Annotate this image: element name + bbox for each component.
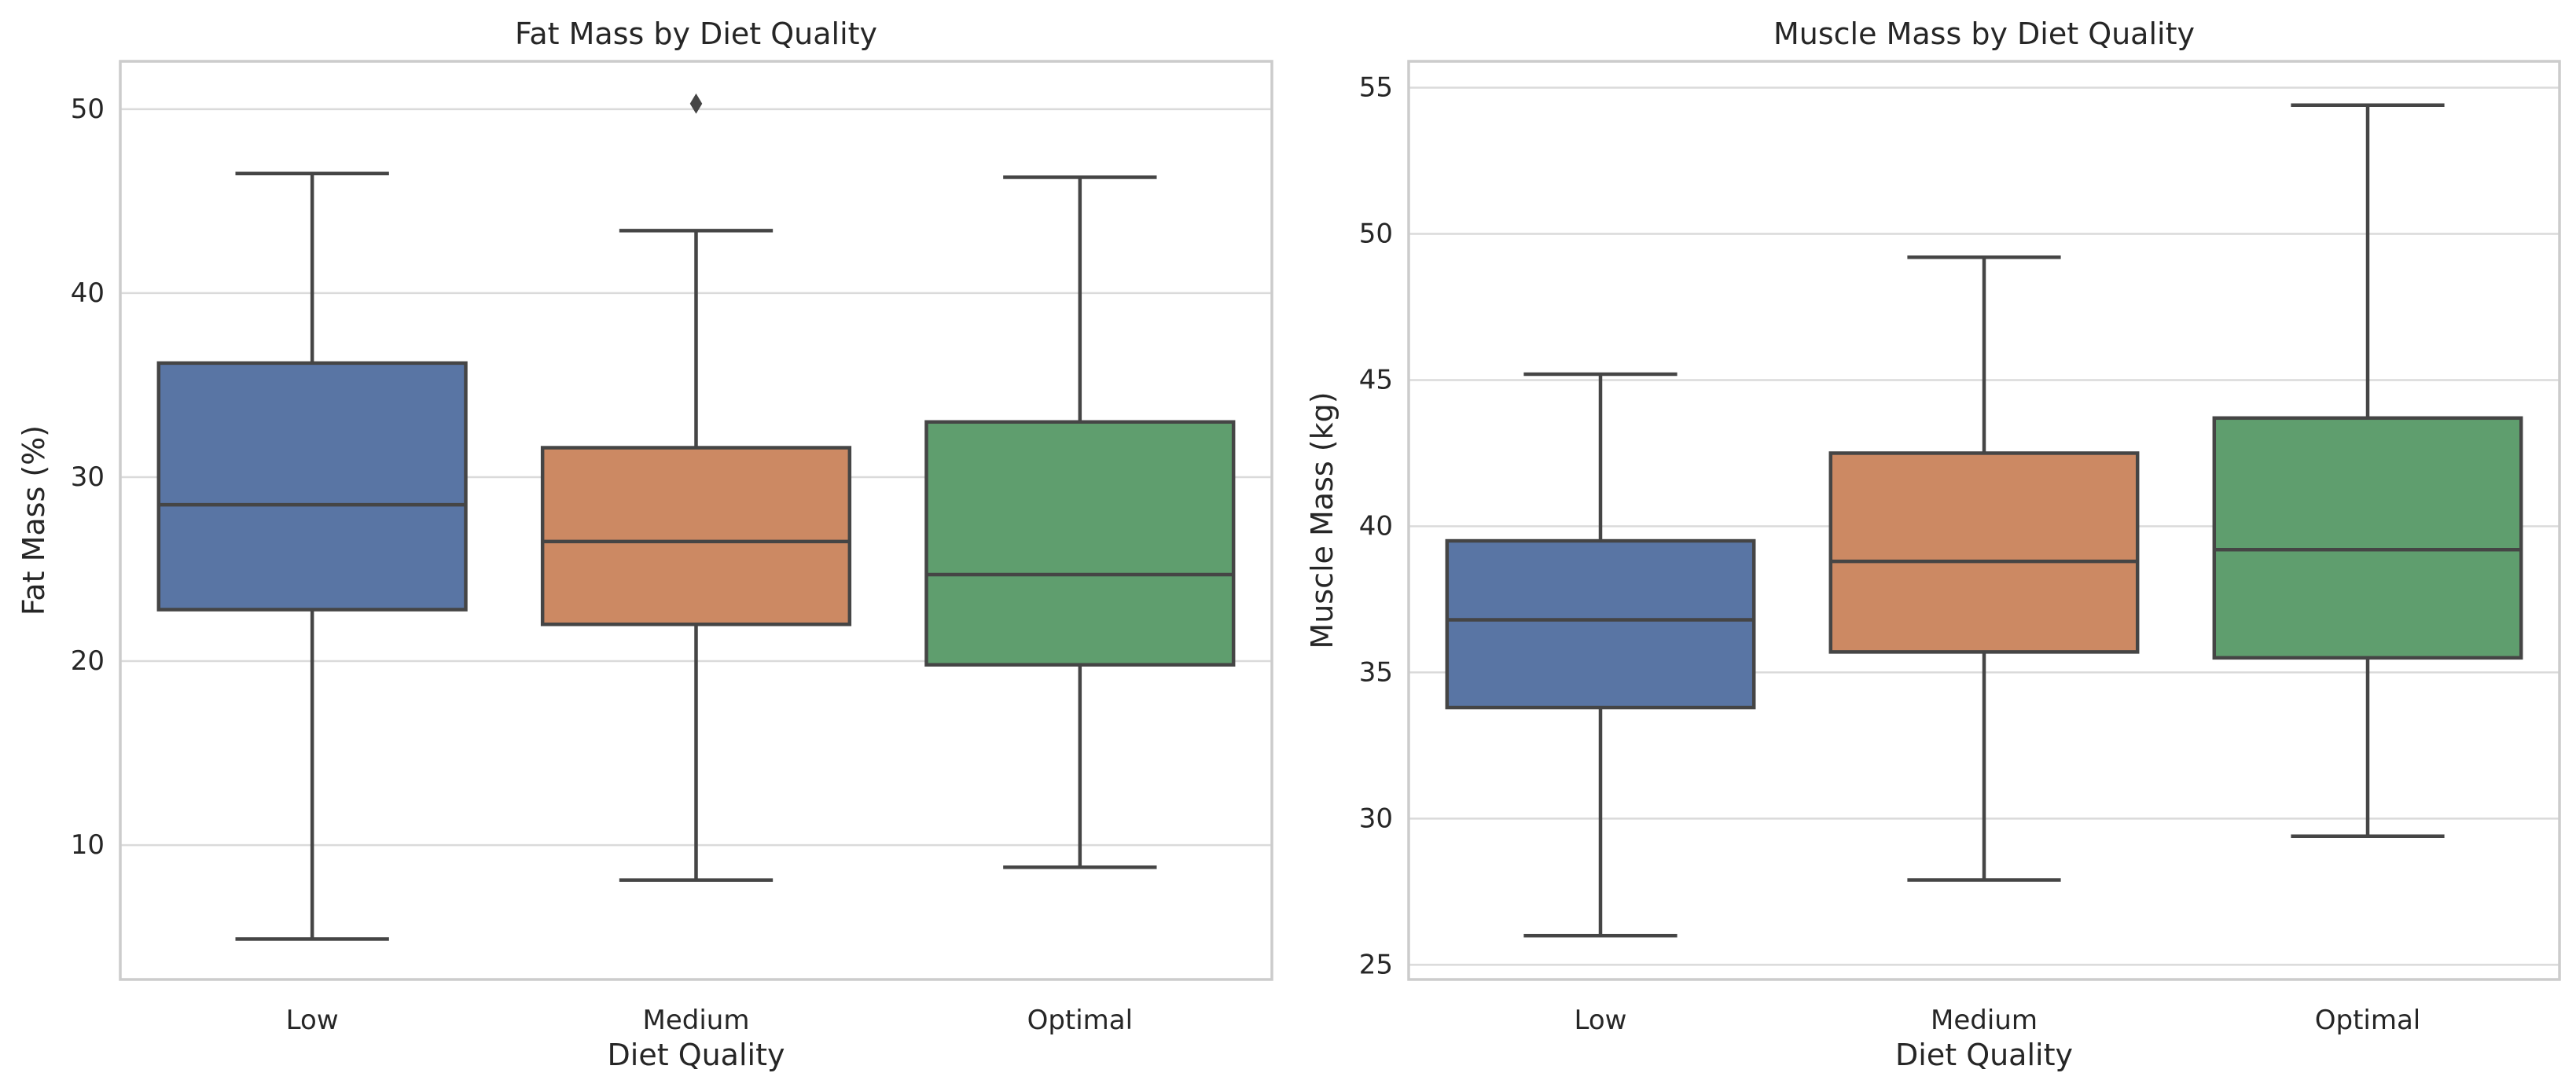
fat-mass-ytick-label: 40 (71, 277, 105, 309)
iqr-box (924, 420, 1236, 667)
iqr-box (1828, 451, 2140, 654)
fat-mass-ytick-label: 30 (71, 461, 105, 493)
fat-mass-xtick-label: Medium (643, 1005, 750, 1036)
fat-mass-x-axis-label: Diet Quality (608, 1038, 785, 1072)
muscle-mass-box-low (1445, 372, 1756, 938)
muscle-mass-axes-frame (1407, 60, 2561, 981)
fat-mass-y-axis-label: Fat Mass (%) (17, 425, 51, 615)
fat-mass-xtick-label: Low (286, 1005, 339, 1036)
muscle-mass-xtick-label: Low (1575, 1005, 1627, 1036)
muscle-mass-ytick-label: 25 (1359, 949, 1393, 980)
muscle-mass-ytick-label: 45 (1359, 364, 1393, 395)
fat-mass-xtick-label: Optimal (1027, 1005, 1134, 1036)
muscle-mass-ytick-label: 55 (1359, 72, 1393, 103)
muscle-mass-xtick-label: Medium (1931, 1005, 2038, 1036)
muscle-mass-chart: 25 30 35 40 45 50 55 Low Medium Optimal Muscle Mas… (1305, 17, 2561, 1072)
muscle-mass-ytick-label: 35 (1359, 656, 1393, 688)
muscle-mass-ytick-label: 50 (1359, 218, 1393, 249)
fat-mass-ytick-label: 50 (71, 94, 105, 125)
muscle-mass-box-medium (1828, 255, 2140, 882)
fat-mass-box-medium (540, 93, 852, 882)
muscle-mass-ytick-label: 40 (1359, 510, 1393, 542)
fat-mass-axes-frame (119, 60, 1273, 981)
iqr-box (540, 446, 852, 627)
fat-mass-ytick-label: 20 (71, 645, 105, 677)
muscle-mass-y-axis-label: Muscle Mass (kg) (1305, 391, 1339, 649)
muscle-mass-xtick-label: Optimal (2315, 1005, 2421, 1036)
iqr-box (2212, 416, 2523, 660)
iqr-box (1445, 538, 1756, 710)
muscle-mass-title: Muscle Mass by Diet Quality (1773, 17, 2195, 51)
fat-mass-box-low (156, 171, 468, 941)
fat-mass-box-optimal (924, 175, 1236, 869)
muscle-mass-x-axis-label: Diet Quality (1895, 1038, 2073, 1072)
fat-mass-title: Fat Mass by Diet Quality (515, 17, 877, 51)
muscle-mass-box-optimal (2212, 103, 2523, 838)
fat-mass-chart: 10 20 30 40 50 Low Medium Optimal Fat Mass by Di… (17, 17, 1273, 1072)
outlier-point (689, 93, 703, 114)
muscle-mass-ytick-label: 30 (1359, 803, 1393, 834)
fat-mass-ytick-label: 10 (71, 829, 105, 861)
iqr-box (156, 361, 468, 612)
